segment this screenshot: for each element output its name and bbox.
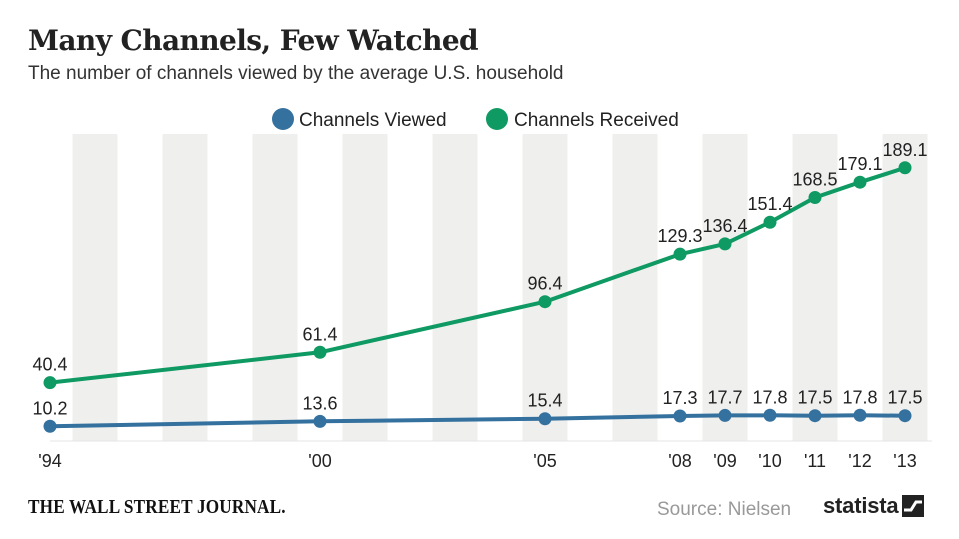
source-note: Source: Nielsen <box>657 499 792 520</box>
data-point <box>898 161 912 175</box>
data-label: 17.8 <box>752 387 787 407</box>
data-point <box>673 247 687 261</box>
x-tick-label: '08 <box>668 451 691 471</box>
data-label: 40.4 <box>32 355 67 375</box>
statista-brand: statista <box>823 493 925 519</box>
data-point <box>43 376 57 390</box>
statista-wordmark: statista <box>823 493 899 518</box>
data-label: 179.1 <box>837 154 882 174</box>
x-tick-label: '10 <box>758 451 781 471</box>
x-tick-label: '00 <box>308 451 331 471</box>
x-tick-label: '12 <box>848 451 871 471</box>
data-point <box>853 408 867 422</box>
x-tick-label: '09 <box>713 451 736 471</box>
statista-logo-icon <box>902 495 925 517</box>
data-label: 168.5 <box>792 170 837 190</box>
data-label: 151.4 <box>747 194 792 214</box>
data-point <box>673 409 687 423</box>
data-label: 129.3 <box>657 226 702 246</box>
year-band <box>252 134 298 441</box>
data-label: 15.4 <box>527 391 562 411</box>
year-band <box>342 134 388 441</box>
data-label: 17.5 <box>887 388 922 408</box>
legend-label: Channels Received <box>514 110 679 131</box>
data-label: 61.4 <box>302 324 337 344</box>
year-band <box>72 134 118 441</box>
data-point <box>718 237 732 251</box>
data-label: 13.6 <box>302 393 337 413</box>
year-band <box>792 134 838 441</box>
data-label: 17.3 <box>662 388 697 408</box>
x-tick-label: '11 <box>804 451 826 471</box>
legend-label: Channels Viewed <box>299 110 447 131</box>
year-bands <box>72 134 928 441</box>
x-tick-label: '05 <box>533 451 556 471</box>
data-point <box>763 408 777 422</box>
data-labels: 10.2 13.6 15.4 17.3 17.7 17.8 17.5 17.8 17.5 40.4… <box>32 140 927 419</box>
data-label: 189.1 <box>882 140 927 160</box>
year-band <box>612 134 658 441</box>
data-label: 96.4 <box>527 274 562 294</box>
year-band <box>882 134 928 441</box>
year-band <box>432 134 478 441</box>
data-point <box>898 409 912 423</box>
data-points <box>43 161 912 433</box>
legend: Channels Viewed Channels Received <box>272 108 679 131</box>
data-point <box>313 414 327 428</box>
data-label: 10.2 <box>32 398 67 418</box>
year-band <box>162 134 208 441</box>
data-label: 17.5 <box>797 388 832 408</box>
publisher-wordmark: THE WALL STREET JOURNAL. <box>28 496 286 518</box>
data-point <box>538 295 552 309</box>
data-point <box>43 419 57 433</box>
data-point <box>538 412 552 426</box>
data-point <box>808 409 822 423</box>
year-band <box>702 134 748 441</box>
data-point <box>853 175 867 189</box>
data-label: 17.8 <box>842 387 877 407</box>
chart-subtitle: The number of channels viewed by the ave… <box>28 63 564 84</box>
x-tick-labels: '94 '00 '05 '08 '09 '10 '11 '12 '13 <box>38 451 916 471</box>
data-point <box>808 191 822 205</box>
legend-swatch <box>486 108 508 130</box>
x-tick-label: '13 <box>893 451 916 471</box>
chart-title: Many Channels, Few Watched <box>28 24 479 57</box>
year-band <box>522 134 568 441</box>
data-point <box>763 215 777 229</box>
data-label: 17.7 <box>707 387 742 407</box>
data-point <box>718 408 732 422</box>
data-label: 136.4 <box>702 216 747 236</box>
legend-swatch <box>272 108 294 130</box>
data-point <box>313 345 327 359</box>
x-tick-label: '94 <box>38 451 61 471</box>
